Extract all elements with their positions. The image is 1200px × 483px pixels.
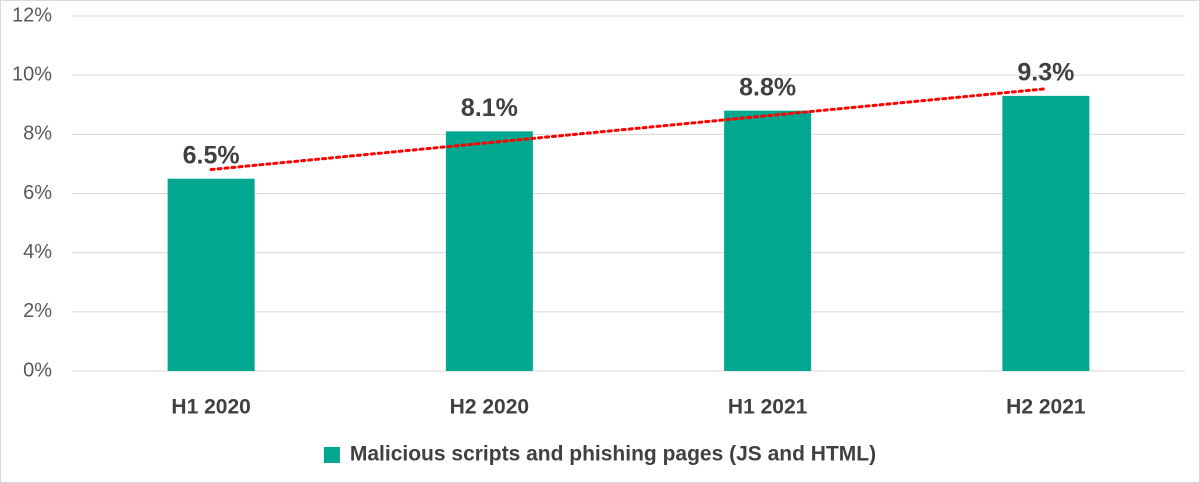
trendline bbox=[209, 87, 1048, 172]
data-label: 6.5% bbox=[183, 141, 240, 169]
x-tick-label: H1 2020 bbox=[171, 396, 250, 419]
data-label: 8.1% bbox=[461, 94, 518, 122]
y-tick-label: 6% bbox=[23, 182, 52, 204]
bar bbox=[167, 178, 255, 371]
y-tick-label: 10% bbox=[12, 63, 52, 85]
legend-label: Malicious scripts and phishing pages (JS… bbox=[350, 443, 876, 466]
x-tick-label: H2 2021 bbox=[1006, 396, 1086, 419]
bar bbox=[724, 110, 812, 372]
data-label: 8.8% bbox=[739, 73, 796, 101]
y-tick-label: 8% bbox=[23, 123, 52, 145]
x-tick-label: H2 2020 bbox=[450, 396, 529, 419]
x-tick-label: H1 2021 bbox=[728, 396, 808, 419]
y-tick-label: 12% bbox=[12, 4, 52, 26]
y-tick-label: 0% bbox=[23, 359, 52, 381]
y-tick-label: 2% bbox=[23, 300, 52, 322]
legend-swatch bbox=[323, 447, 340, 463]
bar bbox=[445, 131, 533, 371]
data-label: 9.3% bbox=[1017, 58, 1074, 86]
bar bbox=[1002, 95, 1090, 371]
y-tick-label: 4% bbox=[23, 241, 52, 263]
